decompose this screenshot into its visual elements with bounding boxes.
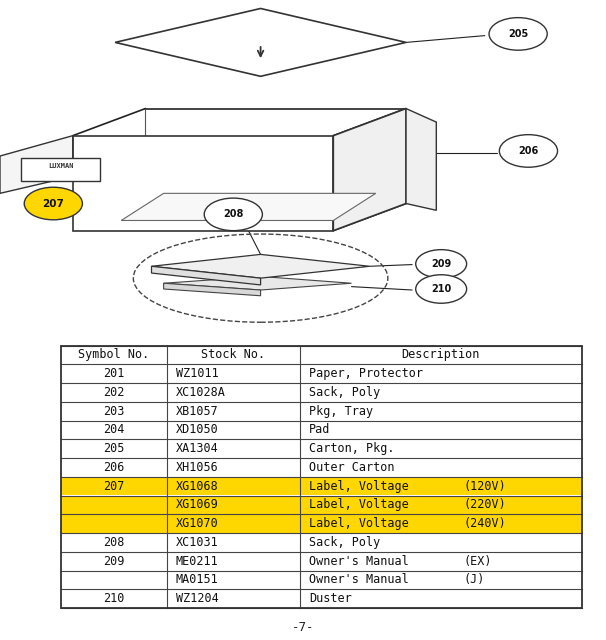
Text: (240V): (240V) bbox=[464, 517, 507, 530]
Polygon shape bbox=[152, 254, 370, 278]
Text: Stock No.: Stock No. bbox=[201, 348, 265, 362]
Circle shape bbox=[489, 18, 547, 50]
Text: 203: 203 bbox=[103, 404, 124, 418]
Text: 210: 210 bbox=[103, 592, 124, 605]
Text: Carton, Pkg.: Carton, Pkg. bbox=[309, 442, 395, 455]
Text: Label, Voltage: Label, Voltage bbox=[309, 517, 409, 530]
Polygon shape bbox=[152, 266, 261, 285]
Text: Pad: Pad bbox=[309, 424, 330, 436]
Text: 209: 209 bbox=[431, 259, 451, 269]
Text: (220V): (220V) bbox=[464, 499, 507, 511]
Circle shape bbox=[416, 250, 467, 278]
Text: XG1068: XG1068 bbox=[176, 479, 219, 493]
Text: Paper, Protector: Paper, Protector bbox=[309, 367, 423, 380]
Text: 209: 209 bbox=[103, 555, 124, 568]
Text: MA0151: MA0151 bbox=[176, 573, 219, 586]
Text: Symbol No.: Symbol No. bbox=[78, 348, 149, 362]
Polygon shape bbox=[164, 276, 351, 290]
Polygon shape bbox=[333, 109, 406, 230]
FancyBboxPatch shape bbox=[61, 496, 581, 514]
Text: ME0211: ME0211 bbox=[176, 555, 219, 568]
Text: XH1056: XH1056 bbox=[176, 461, 219, 474]
Text: Owner's Manual: Owner's Manual bbox=[309, 573, 409, 586]
Polygon shape bbox=[164, 284, 261, 296]
Text: LUXMAN: LUXMAN bbox=[48, 163, 73, 168]
Text: 202: 202 bbox=[103, 386, 124, 399]
Circle shape bbox=[416, 275, 467, 303]
FancyBboxPatch shape bbox=[61, 515, 581, 532]
Text: Sack, Poly: Sack, Poly bbox=[309, 536, 381, 549]
Text: 208: 208 bbox=[103, 536, 124, 549]
Text: 206: 206 bbox=[103, 461, 124, 474]
Text: 205: 205 bbox=[103, 442, 124, 455]
Text: Duster: Duster bbox=[309, 592, 352, 605]
Text: 206: 206 bbox=[518, 146, 539, 156]
FancyBboxPatch shape bbox=[61, 477, 581, 495]
Text: Label, Voltage: Label, Voltage bbox=[309, 499, 409, 511]
Polygon shape bbox=[115, 8, 406, 76]
Text: XG1069: XG1069 bbox=[176, 499, 219, 511]
Text: Label, Voltage: Label, Voltage bbox=[309, 479, 409, 493]
Circle shape bbox=[499, 134, 558, 167]
Text: 207: 207 bbox=[103, 479, 124, 493]
Text: Sack, Poly: Sack, Poly bbox=[309, 386, 381, 399]
Polygon shape bbox=[406, 109, 436, 211]
Text: XD1050: XD1050 bbox=[176, 424, 219, 436]
Text: Pkg, Tray: Pkg, Tray bbox=[309, 404, 373, 418]
Text: 208: 208 bbox=[223, 209, 244, 220]
Text: Outer Carton: Outer Carton bbox=[309, 461, 395, 474]
Polygon shape bbox=[21, 157, 100, 182]
Text: (EX): (EX) bbox=[464, 555, 492, 568]
Text: 210: 210 bbox=[431, 284, 451, 294]
Text: -7-: -7- bbox=[291, 621, 315, 634]
Text: 201: 201 bbox=[103, 367, 124, 380]
Text: Owner's Manual: Owner's Manual bbox=[309, 555, 409, 568]
Text: (120V): (120V) bbox=[464, 479, 507, 493]
Text: WZ1204: WZ1204 bbox=[176, 592, 219, 605]
Text: (J): (J) bbox=[464, 573, 485, 586]
Text: WZ1011: WZ1011 bbox=[176, 367, 219, 380]
Text: 204: 204 bbox=[103, 424, 124, 436]
Text: Description: Description bbox=[402, 348, 480, 362]
Polygon shape bbox=[0, 136, 73, 193]
Text: XC1028A: XC1028A bbox=[176, 386, 225, 399]
Polygon shape bbox=[73, 136, 333, 230]
Text: XC1031: XC1031 bbox=[176, 536, 219, 549]
Text: XG1070: XG1070 bbox=[176, 517, 219, 530]
Text: XA1304: XA1304 bbox=[176, 442, 219, 455]
Text: 205: 205 bbox=[508, 29, 528, 39]
Circle shape bbox=[204, 198, 262, 230]
Polygon shape bbox=[121, 193, 376, 220]
Circle shape bbox=[24, 188, 82, 220]
Text: 207: 207 bbox=[42, 198, 64, 209]
Text: XB1057: XB1057 bbox=[176, 404, 219, 418]
